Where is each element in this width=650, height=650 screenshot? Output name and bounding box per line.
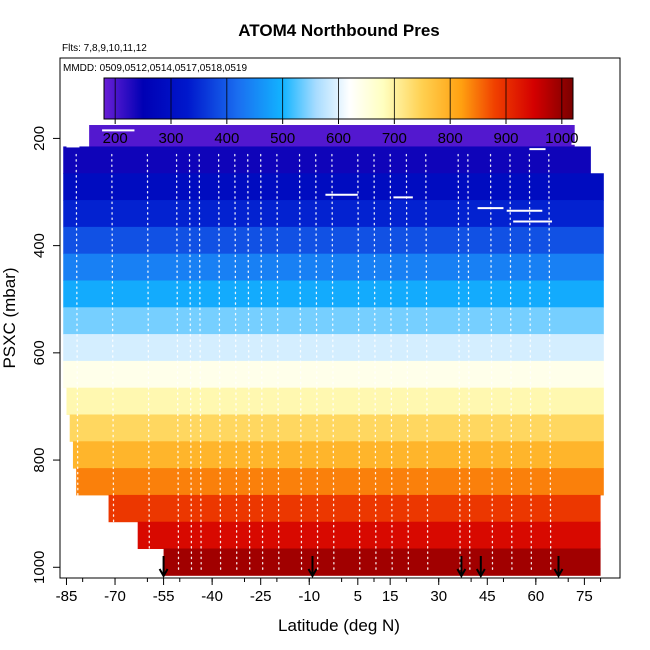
flights-label: Flts: 7,8,9,10,11,12 [62, 43, 147, 54]
heatmap-band [108, 494, 601, 523]
profile-dot-line [331, 153, 335, 571]
colorbar-tick-label: 200 [103, 130, 128, 147]
profile-dot-line [528, 153, 533, 571]
x-tick-label: 30 [430, 588, 447, 605]
profile-dot-line [276, 153, 280, 571]
profile-arrow [553, 556, 564, 579]
profile-arrow [456, 556, 467, 579]
chart-title: ATOM4 Northbound Pres [238, 21, 440, 40]
profile-arrow [475, 556, 486, 579]
heatmap-band [63, 253, 604, 281]
x-tick-label: -70 [104, 588, 126, 605]
colorbar-tick-label: 1000 [545, 130, 578, 147]
heatmap-band [63, 307, 604, 335]
profile-dot-line [234, 153, 238, 571]
x-tick-label: 75 [576, 588, 593, 605]
profile-dot-line [175, 153, 180, 571]
profile-dot-line [217, 153, 222, 571]
colorbar-tick-label: 900 [493, 130, 518, 147]
heatmap-band [76, 468, 604, 496]
y-axis-label: PSXC (mbar) [0, 267, 19, 368]
heatmap-band [66, 387, 604, 415]
heatmap-band [63, 280, 604, 308]
colorbar: 200 300 400 500 600 700 800 900 1000 [103, 77, 579, 147]
profile-dot-line [111, 153, 115, 571]
profile-arrow [307, 556, 318, 579]
heatmap-band [63, 226, 604, 255]
heatmap-band [63, 200, 604, 228]
profile-dot-line [389, 153, 393, 571]
heatmap-band [163, 548, 601, 576]
y-tick-label: 200 [31, 126, 48, 151]
heatmap-band [89, 125, 575, 147]
profile-dot-line [247, 153, 251, 571]
x-tick-label: -55 [153, 588, 175, 605]
profile-arrows [158, 556, 564, 579]
colorbar-tick-label: 600 [326, 130, 351, 147]
x-axis-label: Latitude (deg N) [278, 616, 400, 635]
profile-dot-line [457, 153, 461, 571]
colorbar-ticks: 200 300 400 500 600 700 800 900 1000 [103, 78, 579, 147]
profile-dot-line [548, 153, 552, 571]
profile-dot-line [146, 153, 151, 571]
x-tick-label: -25 [250, 588, 272, 605]
x-tick-label: 45 [479, 588, 496, 605]
colorbar-tick-label: 800 [438, 130, 463, 147]
y-tick-label: 600 [31, 340, 48, 365]
profile-dot-line [405, 153, 410, 571]
heatmap-band [63, 173, 604, 201]
heatmap-band [137, 521, 601, 550]
x-tick-label: -40 [201, 588, 223, 605]
profile-dot-line [425, 153, 429, 571]
dates-label: MMDD: 0509,0512,0514,0517,0518,0519 [63, 63, 247, 74]
colorbar-border [103, 77, 574, 120]
heatmap-band [63, 360, 604, 389]
heatmap-band [63, 334, 604, 362]
x-tick-label: 5 [354, 588, 362, 605]
profile-dot-line [298, 153, 303, 571]
y-tick-label: 400 [31, 233, 48, 258]
colorbar-tick-label: 700 [382, 130, 407, 147]
profile-dot-line [75, 153, 79, 571]
heatmap-band [63, 146, 591, 174]
flight-level-lines [66, 129, 591, 223]
x-axis: -85 -70 -55 -40 -25 -10 5 15 30 45 60 75 [56, 577, 602, 605]
heatmap-bands [63, 125, 604, 576]
heatmap-band [72, 441, 604, 469]
profile-dot-line [315, 153, 319, 571]
profile-dot-line [373, 153, 377, 571]
profile-dot-line [467, 153, 471, 571]
x-tick-label: -10 [298, 588, 320, 605]
profile-dot-line [489, 153, 494, 571]
colorbar-tick-label: 400 [214, 130, 239, 147]
profile-dot-line [260, 153, 264, 571]
heatmap-band [69, 414, 604, 442]
colorbar-tick-label: 300 [158, 130, 183, 147]
x-tick-label: -85 [56, 588, 78, 605]
x-tick-label: 60 [527, 588, 544, 605]
y-tick-label: 800 [31, 448, 48, 473]
colorbar-tick-label: 500 [270, 130, 295, 147]
profile-dot-line [188, 153, 193, 571]
profile-dot-line [357, 153, 361, 571]
y-axis: 200 400 600 800 1000 [31, 126, 60, 584]
profile-dot-line [509, 153, 513, 571]
profile-dot-line [198, 153, 202, 571]
profile-arrow [158, 556, 169, 579]
y-tick-label: 1000 [31, 551, 48, 584]
profile-dots [75, 153, 552, 571]
x-tick-label: 15 [382, 588, 399, 605]
